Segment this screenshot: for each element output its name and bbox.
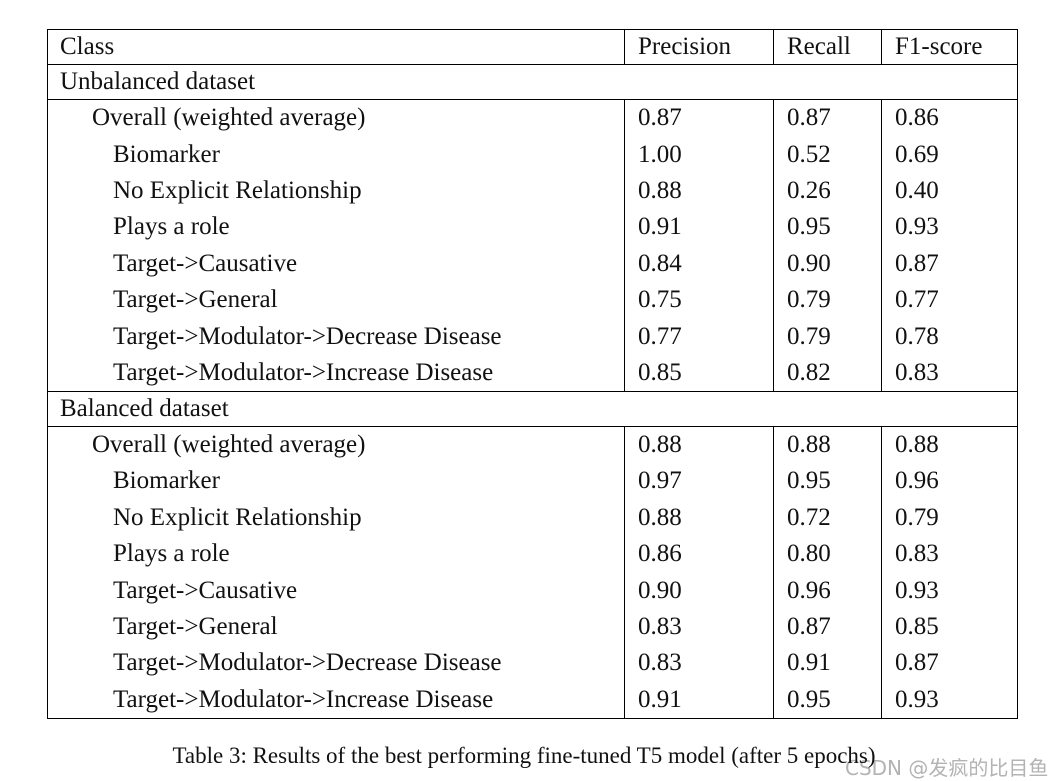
precision-cell: 0.83 xyxy=(624,608,773,646)
header-class: Class xyxy=(60,33,115,60)
header-f1-score: F1-score xyxy=(881,30,1017,64)
recall-cell: 0.96 xyxy=(773,572,881,609)
recall-cell: 0.95 xyxy=(773,463,881,500)
class-cell: Target->Causative xyxy=(113,249,298,277)
class-cell: Target->Causative xyxy=(113,576,298,604)
recall-cell: 0.95 xyxy=(773,209,881,246)
precision-cell: 0.88 xyxy=(624,426,773,464)
table-row: No Explicit Relationship 0.88 0.72 0.79 xyxy=(48,499,1017,536)
table-row: No Explicit Relationship 0.88 0.26 0.40 xyxy=(48,172,1017,210)
table-row: Biomarker 0.97 0.95 0.96 xyxy=(48,463,1017,500)
precision-cell: 0.85 xyxy=(624,354,773,392)
table-header-row: Class Precision Recall F1-score xyxy=(48,30,1017,65)
unbalanced-data-block: Overall (weighted average) 0.87 0.87 0.8… xyxy=(48,100,1017,393)
recall-cell: 0.80 xyxy=(773,535,881,573)
class-cell: Biomarker xyxy=(113,140,220,168)
precision-cell: 0.84 xyxy=(624,245,773,283)
f1-cell: 0.77 xyxy=(881,282,1017,319)
recall-cell: 0.87 xyxy=(773,100,881,137)
recall-cell: 0.72 xyxy=(773,499,881,536)
table-row: Overall (weighted average) 0.87 0.87 0.8… xyxy=(48,100,1017,137)
class-cell: Target->General xyxy=(113,286,278,314)
balanced-data-block: Overall (weighted average) 0.88 0.88 0.8… xyxy=(48,425,1017,718)
precision-cell: 0.91 xyxy=(624,209,773,246)
table-row: Target->Modulator->Increase Disease 0.85… xyxy=(48,354,1017,392)
table-row: Target->General 0.83 0.87 0.85 xyxy=(48,608,1017,646)
class-cell: Target->Modulator->Decrease Disease xyxy=(113,649,502,677)
recall-cell: 0.79 xyxy=(773,282,881,319)
class-cell: Overall (weighted average) xyxy=(92,104,366,132)
f1-cell: 0.88 xyxy=(881,426,1017,464)
f1-cell: 0.96 xyxy=(881,463,1017,500)
class-cell: Target->Modulator->Increase Disease xyxy=(113,359,494,387)
recall-cell: 0.82 xyxy=(773,354,881,392)
recall-cell: 0.26 xyxy=(773,172,881,210)
f1-cell: 0.93 xyxy=(881,681,1017,718)
table-row: Target->Causative 0.84 0.90 0.87 xyxy=(48,245,1017,283)
f1-cell: 0.87 xyxy=(881,645,1017,682)
precision-cell: 0.77 xyxy=(624,318,773,355)
precision-cell: 0.87 xyxy=(624,100,773,137)
f1-cell: 0.69 xyxy=(881,136,1017,173)
precision-cell: 0.91 xyxy=(624,681,773,718)
table-row: Plays a role 0.91 0.95 0.93 xyxy=(48,209,1017,246)
recall-cell: 0.91 xyxy=(773,645,881,682)
class-cell: No Explicit Relationship xyxy=(113,503,362,531)
class-cell: Plays a role xyxy=(113,213,230,241)
table-caption: Table 3: Results of the best performing … xyxy=(172,743,876,768)
f1-cell: 0.93 xyxy=(881,209,1017,246)
f1-cell: 0.83 xyxy=(881,354,1017,392)
class-cell: Target->Modulator->Increase Disease xyxy=(113,685,494,713)
class-cell: Overall (weighted average) xyxy=(92,430,366,458)
f1-cell: 0.79 xyxy=(881,499,1017,536)
precision-cell: 0.75 xyxy=(624,282,773,319)
section-header-unbalanced: Unbalanced dataset xyxy=(48,65,1017,100)
precision-cell: 0.90 xyxy=(624,572,773,609)
class-cell: No Explicit Relationship xyxy=(113,177,362,205)
table-row: Target->General 0.75 0.79 0.77 xyxy=(48,282,1017,319)
f1-cell: 0.86 xyxy=(881,100,1017,137)
table-row: Target->Modulator->Decrease Disease 0.83… xyxy=(48,645,1017,682)
csdn-watermark: CSDN @发疯的比目鱼□ xyxy=(845,756,1048,780)
f1-cell: 0.78 xyxy=(881,318,1017,355)
table-row: Biomarker 1.00 0.52 0.69 xyxy=(48,136,1017,173)
precision-cell: 0.83 xyxy=(624,645,773,682)
class-cell: Target->Modulator->Decrease Disease xyxy=(113,322,502,350)
recall-cell: 0.88 xyxy=(773,426,881,464)
class-cell: Plays a role xyxy=(113,540,230,568)
precision-cell: 0.88 xyxy=(624,172,773,210)
table-row: Overall (weighted average) 0.88 0.88 0.8… xyxy=(48,426,1017,464)
precision-cell: 0.86 xyxy=(624,535,773,573)
header-precision: Precision xyxy=(624,30,773,64)
results-table: Class Precision Recall F1-score Unbalanc… xyxy=(47,29,1018,719)
table-row: Target->Modulator->Decrease Disease 0.77… xyxy=(48,318,1017,355)
recall-cell: 0.79 xyxy=(773,318,881,355)
f1-cell: 0.40 xyxy=(881,172,1017,210)
recall-cell: 0.52 xyxy=(773,136,881,173)
precision-cell: 1.00 xyxy=(624,136,773,173)
header-recall: Recall xyxy=(773,30,881,64)
table-row: Target->Modulator->Increase Disease 0.91… xyxy=(48,681,1017,718)
recall-cell: 0.95 xyxy=(773,681,881,718)
table-row: Plays a role 0.86 0.80 0.83 xyxy=(48,535,1017,573)
precision-cell: 0.88 xyxy=(624,499,773,536)
section-header-balanced: Balanced dataset xyxy=(48,392,1017,428)
precision-cell: 0.97 xyxy=(624,463,773,500)
class-cell: Biomarker xyxy=(113,467,220,495)
recall-cell: 0.90 xyxy=(773,245,881,283)
f1-cell: 0.93 xyxy=(881,572,1017,609)
table-row: Target->Causative 0.90 0.96 0.93 xyxy=(48,572,1017,609)
recall-cell: 0.87 xyxy=(773,608,881,646)
f1-cell: 0.83 xyxy=(881,535,1017,573)
f1-cell: 0.85 xyxy=(881,608,1017,646)
f1-cell: 0.87 xyxy=(881,245,1017,283)
class-cell: Target->General xyxy=(113,612,278,640)
